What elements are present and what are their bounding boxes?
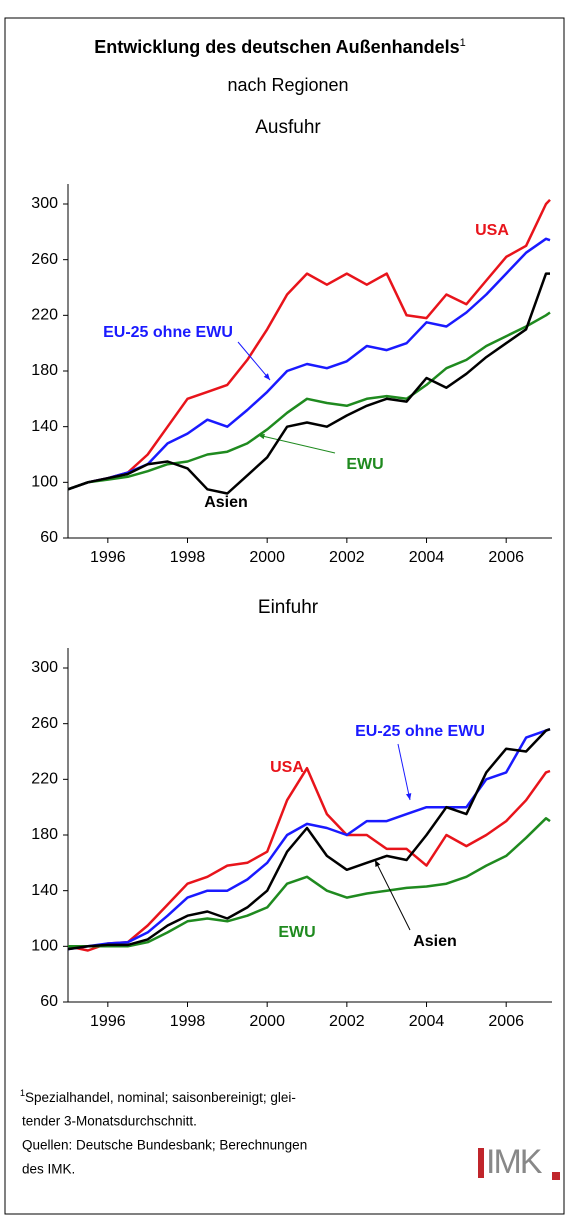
y-tick-label: 60: [40, 993, 58, 1010]
y-tick-label: 60: [40, 529, 58, 546]
y-tick-label: 140: [31, 418, 58, 435]
x-tick-label: 2000: [249, 1013, 285, 1030]
y-tick-label: 260: [31, 251, 58, 268]
y-tick-label: 180: [31, 826, 58, 843]
x-tick-label: 1996: [90, 1013, 126, 1030]
y-tick-label: 100: [31, 474, 58, 491]
x-tick-label: 2002: [329, 549, 365, 566]
series-label: USA: [475, 222, 509, 239]
y-tick-label: 300: [31, 659, 58, 676]
footnote-line: Quellen: Deutsche Bundesbank; Berechnung…: [22, 1138, 307, 1153]
arrow-head: [263, 373, 270, 380]
footnote-line: 1Spezialhandel, nominal; saisonbereinigt…: [20, 1088, 296, 1104]
chart-title: Ausfuhr: [255, 117, 321, 138]
y-tick-label: 300: [31, 195, 58, 212]
label-arrow: [397, 743, 411, 801]
logo: IMK: [486, 1143, 543, 1181]
footnote-line: tender 3-Monatsdurchschnitt.: [22, 1114, 197, 1129]
y-tick-label: 220: [31, 307, 58, 324]
title-text: Entwicklung des deutschen Außenhandels: [94, 37, 459, 57]
series-line: [67, 198, 551, 491]
series-label: EWU: [278, 924, 315, 941]
series-label: EWU: [346, 456, 383, 473]
title: Entwicklung des deutschen Außenhandels1: [94, 37, 466, 57]
series-label: USA: [270, 759, 304, 776]
footnote-line: des IMK.: [22, 1162, 75, 1177]
label-arrow: [237, 341, 271, 381]
arrow-head: [375, 860, 381, 867]
chart-title: Einfuhr: [258, 597, 319, 618]
x-tick-label: 1996: [90, 549, 126, 566]
series-label: EU-25 ohne EWU: [103, 324, 233, 341]
series-line: [67, 728, 551, 951]
label-arrow: [374, 859, 411, 931]
logo-dot: [552, 1172, 560, 1180]
footnote-marker: 1: [20, 1088, 25, 1098]
series-line: [67, 728, 551, 951]
y-tick-label: 180: [31, 362, 58, 379]
series-line: [67, 766, 551, 952]
x-tick-label: 1998: [170, 1013, 206, 1030]
x-tick-label: 2000: [249, 549, 285, 566]
series-line: [68, 817, 551, 948]
x-tick-label: 2006: [488, 1013, 524, 1030]
series-line: [67, 237, 551, 491]
logo-bar: [478, 1148, 484, 1178]
x-tick-label: 2002: [329, 1013, 365, 1030]
subtitle: nach Regionen: [227, 75, 348, 95]
series-label: Asien: [204, 494, 248, 511]
series-line: [67, 311, 551, 491]
x-tick-label: 2004: [409, 1013, 445, 1030]
frame: [4, 17, 565, 1215]
y-tick-label: 260: [31, 715, 58, 732]
x-tick-label: 1998: [170, 549, 206, 566]
y-tick-label: 140: [31, 882, 58, 899]
arrow-head: [258, 433, 265, 440]
label-arrow: [257, 434, 336, 454]
y-tick-label: 220: [31, 771, 58, 788]
x-tick-label: 2004: [409, 549, 445, 566]
series-label: Asien: [413, 933, 457, 950]
title-note: 1: [460, 37, 466, 49]
footnote-text: Spezialhandel, nominal; saisonbereinigt;…: [25, 1090, 296, 1105]
y-tick-label: 100: [31, 938, 58, 955]
series-line: [67, 272, 550, 495]
x-tick-label: 2006: [488, 549, 524, 566]
arrow-head: [405, 793, 412, 800]
series-label: EU-25 ohne EWU: [355, 723, 485, 740]
